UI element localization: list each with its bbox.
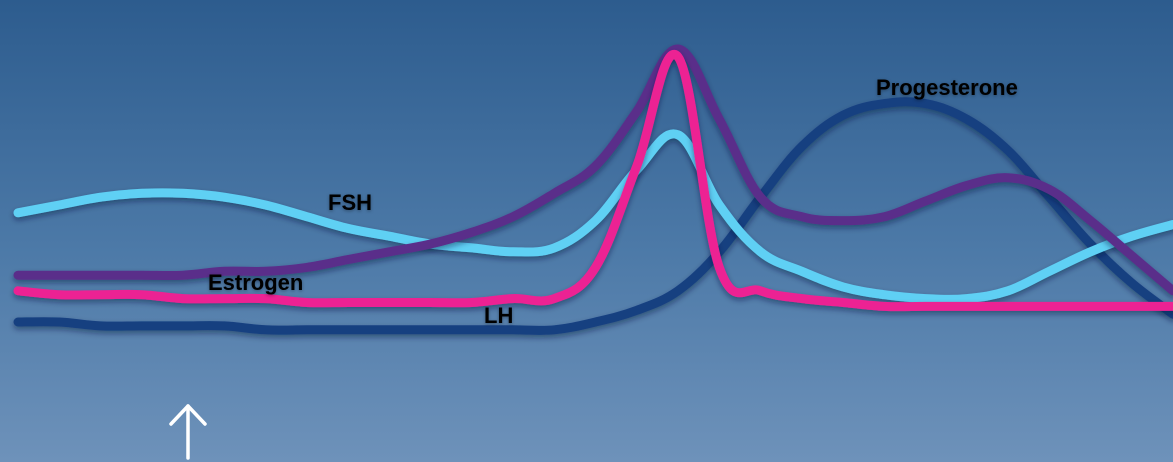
up-arrow-icon — [169, 404, 207, 460]
series-line-lh — [13, 49, 1173, 312]
series-line-fsh — [13, 129, 1173, 304]
series-label-estrogen: Estrogen — [208, 270, 304, 295]
series-label-progesterone: Progesterone — [876, 75, 1018, 100]
series-label-lh: LH — [484, 303, 514, 328]
series-line-estrogen — [13, 44, 1173, 296]
series-line-progesterone — [13, 97, 1173, 335]
series-label-fsh: FSH — [328, 190, 372, 215]
